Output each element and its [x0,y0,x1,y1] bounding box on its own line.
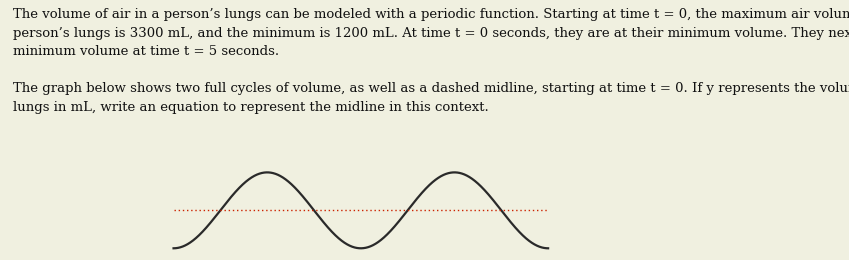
Text: The volume of air in a person’s lungs can be modeled with a periodic function. S: The volume of air in a person’s lungs ca… [13,8,849,114]
